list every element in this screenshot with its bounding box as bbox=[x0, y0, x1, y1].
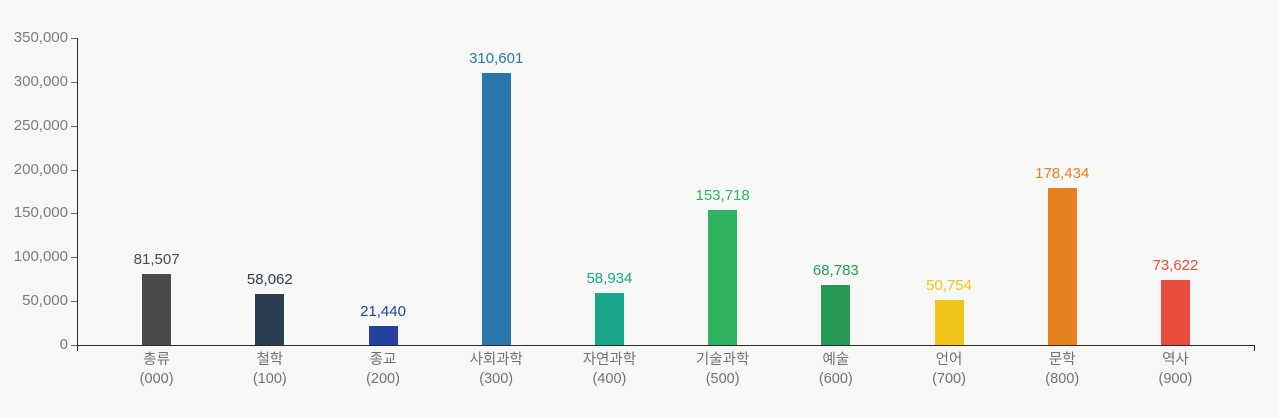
bar bbox=[1047, 188, 1077, 345]
bar bbox=[821, 285, 851, 345]
bar bbox=[708, 210, 738, 345]
x-axis-line bbox=[77, 345, 1255, 346]
category-code: (200) bbox=[366, 371, 400, 387]
bar-group: 68,783 bbox=[779, 38, 892, 345]
x-axis-label: 예술 (600) bbox=[779, 351, 892, 389]
category-code: (700) bbox=[932, 371, 966, 387]
category-code: (300) bbox=[479, 371, 514, 387]
category-code: (100) bbox=[252, 371, 287, 387]
bar bbox=[368, 326, 398, 345]
y-tick-label: 0 bbox=[59, 336, 68, 353]
category-code: (500) bbox=[705, 371, 740, 387]
x-axis-label: 기술과학 (500) bbox=[666, 351, 779, 389]
y-tick-mark bbox=[71, 345, 77, 346]
bar bbox=[1160, 280, 1190, 345]
y-tick-mark bbox=[71, 257, 77, 258]
bar-group: 58,934 bbox=[553, 38, 666, 345]
bar-group: 73,622 bbox=[1119, 38, 1232, 345]
x-axis-label: 언어 (700) bbox=[892, 351, 1005, 389]
category-name: 언어 bbox=[935, 352, 963, 368]
category-name: 종교 bbox=[369, 352, 397, 368]
bars-area: 81,507 58,062 21,440 310,601 58,934 153,… bbox=[100, 38, 1232, 345]
y-tick-label: 300,000 bbox=[13, 73, 68, 90]
category-code: (800) bbox=[1045, 371, 1080, 387]
category-name: 예술 bbox=[822, 352, 850, 368]
y-tick-label: 150,000 bbox=[13, 204, 68, 221]
bar bbox=[594, 293, 624, 345]
category-code: (400) bbox=[592, 371, 627, 387]
x-axis-label: 사회과학 (300) bbox=[440, 351, 553, 389]
x-axis-label: 종교 (200) bbox=[326, 351, 439, 389]
x-axis-label: 문학 (800) bbox=[1006, 351, 1119, 389]
bar-value-label: 81,507 bbox=[133, 251, 180, 268]
y-tick-mark bbox=[71, 126, 77, 127]
bar-group: 310,601 bbox=[440, 38, 553, 345]
bar bbox=[934, 300, 964, 345]
x-axis-label: 철학 (100) bbox=[213, 351, 326, 389]
category-name: 기술과학 bbox=[695, 352, 750, 368]
bar bbox=[142, 274, 172, 345]
bar-group: 58,062 bbox=[213, 38, 326, 345]
category-name: 철학 bbox=[256, 352, 284, 368]
x-axis-label: 역사 (900) bbox=[1119, 351, 1232, 389]
y-tick-mark bbox=[71, 170, 77, 171]
y-tick-mark bbox=[71, 38, 77, 39]
x-axis-labels: 총류 (000) 철학 (100) 종교 (200) 사회과학 (300) 자연… bbox=[100, 351, 1232, 389]
bar-value-label: 21,440 bbox=[360, 303, 406, 320]
y-tick-label: 100,000 bbox=[13, 248, 68, 265]
bar-value-label: 58,062 bbox=[246, 271, 293, 288]
bar-value-label: 73,622 bbox=[1152, 257, 1199, 274]
y-tick-mark bbox=[71, 82, 77, 83]
category-name: 문학 bbox=[1048, 352, 1076, 368]
bar-group: 178,434 bbox=[1006, 38, 1119, 345]
y-tick-mark bbox=[71, 213, 77, 214]
bar bbox=[481, 73, 511, 345]
y-tick-label: 250,000 bbox=[13, 117, 68, 134]
bar-value-label: 310,601 bbox=[469, 50, 524, 67]
bar-value-label: 50,754 bbox=[926, 277, 972, 294]
bar-value-label: 178,434 bbox=[1035, 165, 1090, 182]
category-code: (900) bbox=[1158, 371, 1193, 387]
bar-value-label: 68,783 bbox=[812, 262, 859, 279]
bar-group: 21,440 bbox=[326, 38, 439, 345]
bar-group: 50,754 bbox=[892, 38, 1005, 345]
y-tick-label: 200,000 bbox=[13, 161, 68, 178]
bar-value-label: 153,718 bbox=[695, 187, 750, 204]
category-name: 역사 bbox=[1162, 352, 1189, 368]
bar-group: 153,718 bbox=[666, 38, 779, 345]
bar-value-label: 58,934 bbox=[586, 270, 633, 287]
category-code: (600) bbox=[818, 371, 853, 387]
y-tick-mark bbox=[71, 301, 77, 302]
category-name: 자연과학 bbox=[582, 352, 637, 368]
bar-group: 81,507 bbox=[100, 38, 213, 345]
y-tick-label: 50,000 bbox=[22, 292, 68, 309]
bar bbox=[255, 294, 285, 345]
x-axis-label: 자연과학 (400) bbox=[553, 351, 666, 389]
category-name: 사회과학 bbox=[469, 352, 523, 368]
category-code: (000) bbox=[139, 371, 174, 387]
x-axis-end-tick bbox=[1254, 345, 1255, 351]
y-axis-line bbox=[77, 38, 78, 351]
x-axis-label: 총류 (000) bbox=[100, 351, 213, 389]
y-tick-label: 350,000 bbox=[13, 29, 68, 46]
category-name: 총류 bbox=[143, 352, 170, 368]
